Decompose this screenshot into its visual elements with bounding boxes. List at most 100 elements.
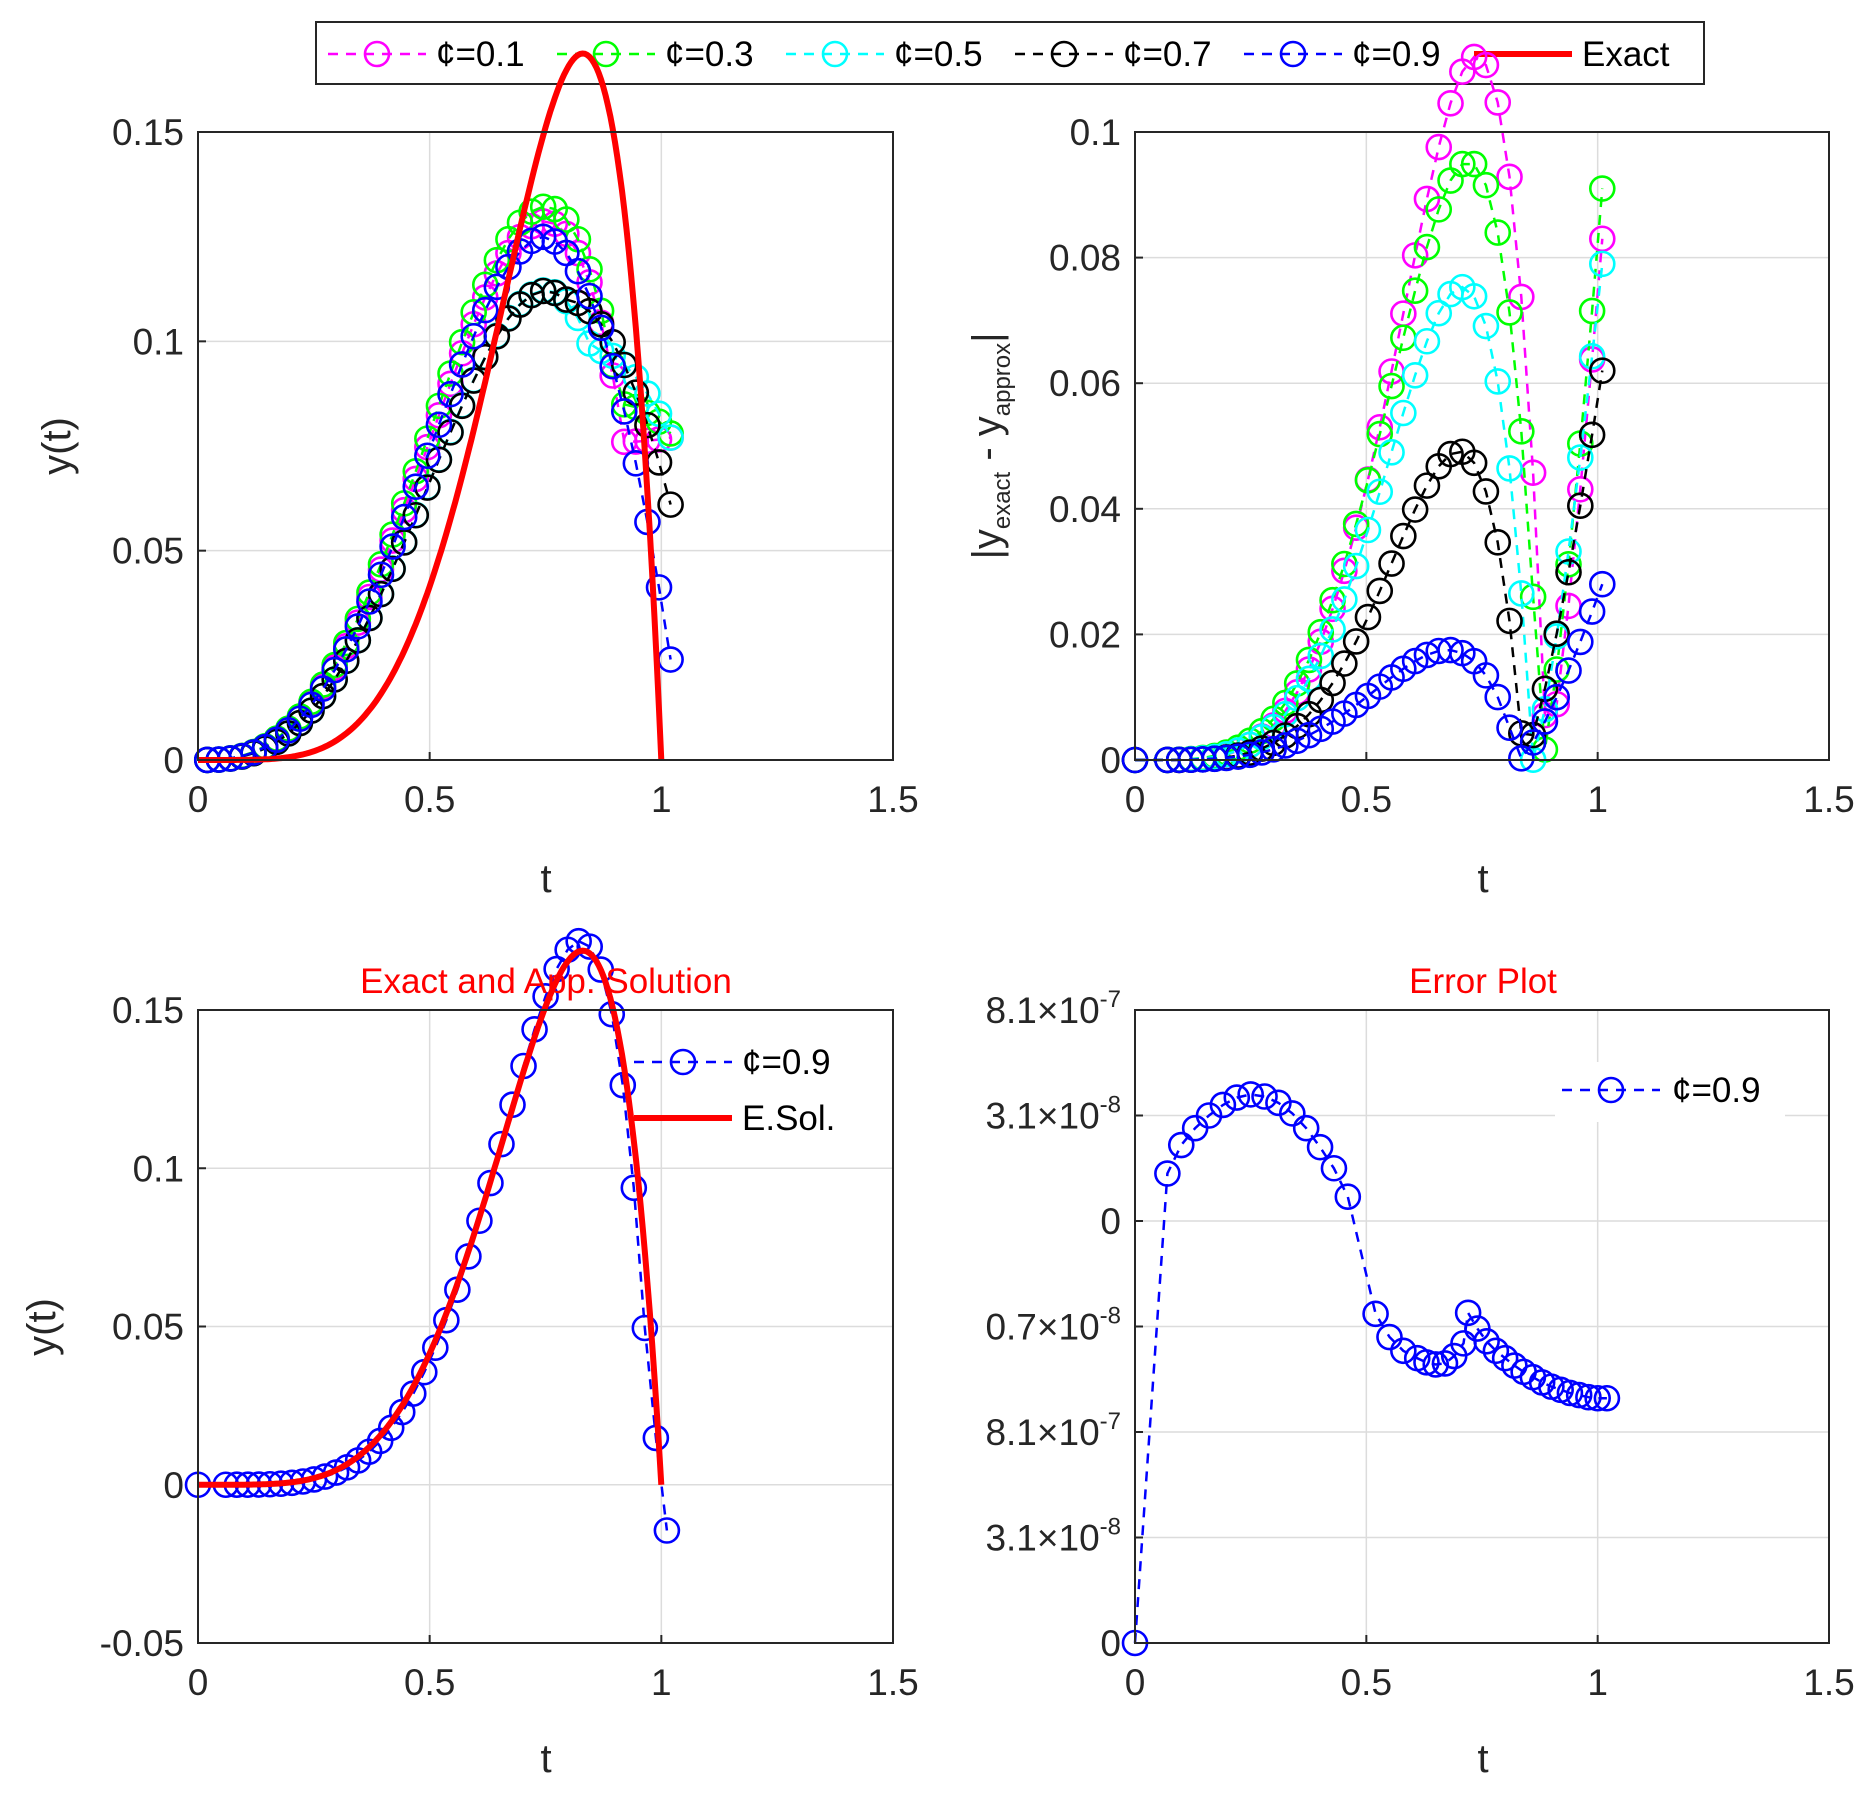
- exact-line: [198, 50, 665, 763]
- y-tick-label: 0.02: [1049, 614, 1121, 655]
- panel-exact-vs-approx-legend: ¢=0.9 E.Sol.: [634, 1043, 835, 1138]
- series-marker: [1543, 620, 1571, 648]
- legend-marker: [669, 1048, 697, 1076]
- series-marker: [1578, 421, 1606, 449]
- x-tick-label: 1.5: [1803, 779, 1854, 820]
- panel-error-plot: 0 0.5 1 1.5 0 3.1×10-8 8.1×10-7 0.7×10-8 0 3.1×10…: [985, 962, 1854, 1781]
- series-marker: [576, 282, 603, 310]
- approx-marker: [576, 933, 604, 960]
- error-marker: [1556, 1379, 1584, 1407]
- error-marker: [1223, 1084, 1251, 1111]
- series-marker: [448, 351, 476, 378]
- panel-error-plot-title: Error Plot: [1409, 962, 1557, 1001]
- legend-label: ¢=0.7: [1123, 35, 1212, 74]
- x-tick-label: 0: [1125, 1662, 1146, 1703]
- panel-solutions-ylabel: y(t): [35, 417, 79, 475]
- series-marker: [1319, 616, 1346, 643]
- y-tick-label: 0: [1100, 1201, 1121, 1242]
- panel-exact-vs-approx-ylabel: y(t): [20, 1298, 64, 1356]
- error-marker: [1390, 1337, 1417, 1365]
- panel-abs-error-ylabel: |yexact - yapprox|: [965, 332, 1016, 559]
- approx-marker: [653, 1517, 681, 1544]
- legend-label: ¢=0.5: [894, 35, 983, 74]
- series-marker: [1425, 299, 1453, 327]
- series-marker: [356, 588, 383, 615]
- series-marker: [1401, 496, 1429, 523]
- series-marker: [1519, 729, 1547, 756]
- y-tick-label: 3.1×10-8: [985, 1092, 1121, 1137]
- series-marker: [1437, 636, 1464, 664]
- series-marker: [1588, 250, 1616, 278]
- series-marker: [1413, 472, 1441, 499]
- series-marker: [1484, 368, 1512, 395]
- series-marker: [240, 739, 267, 766]
- panel-exact-vs-approx-xlabel: t: [540, 1737, 551, 1781]
- error-marker: [1167, 1131, 1195, 1159]
- y-tick-label: 0: [163, 740, 184, 781]
- error-marker: [1431, 1350, 1459, 1377]
- series-marker: [1307, 642, 1335, 670]
- error-marker: [1209, 1091, 1237, 1119]
- series-marker: [1472, 478, 1500, 505]
- series-marker: [1449, 150, 1476, 178]
- y-tick-label: 0.08: [1049, 238, 1121, 279]
- error-marker: [1279, 1100, 1306, 1127]
- series-marker: [1460, 150, 1488, 178]
- series-marker: [1484, 89, 1512, 116]
- series-marker: [610, 398, 638, 425]
- panel-abs-error: 0 0.5 1 1.5 0 0.02 0.04 0.06 0.08 0.1 t |yexact -…: [965, 43, 1855, 901]
- series-marker: [1588, 357, 1616, 384]
- y-tick-label: -0.05: [100, 1623, 184, 1664]
- y-tick-label: 0: [1100, 740, 1121, 781]
- y-tick-label: 0.15: [112, 112, 184, 153]
- series-marker: [1295, 646, 1323, 674]
- approx-marker: [631, 1314, 659, 1342]
- x-tick-label: 0.5: [404, 779, 455, 820]
- x-tick-label: 0: [188, 1662, 209, 1703]
- x-tick-label: 1.5: [867, 1662, 918, 1703]
- series-marker: [321, 656, 348, 684]
- series-line: [207, 220, 671, 762]
- y-tick-label: 0.05: [112, 1307, 184, 1348]
- series-marker: [402, 473, 430, 500]
- legend-marker: [1597, 1076, 1625, 1104]
- series-marker: [622, 379, 650, 406]
- series-marker: [1260, 736, 1287, 763]
- series-marker: [1555, 558, 1582, 586]
- series-marker: [1283, 727, 1311, 755]
- series-marker: [1378, 550, 1405, 577]
- legend-label: Exact: [1582, 35, 1670, 74]
- series-marker: [1531, 708, 1559, 735]
- x-tick-label: 0.5: [1341, 1662, 1392, 1703]
- series-marker: [576, 255, 603, 283]
- x-tick-label: 0.5: [404, 1662, 455, 1703]
- error-marker: [1584, 1384, 1611, 1412]
- legend-marker: [1050, 40, 1078, 68]
- series-marker: [1366, 577, 1394, 605]
- series-marker: [1401, 277, 1429, 305]
- x-tick-label: 0: [1125, 779, 1146, 820]
- y-tick-label: 0: [1100, 1623, 1121, 1664]
- series-marker: [390, 529, 418, 556]
- top-legend: ¢=0.1 ¢=0.3 ¢=0.5 ¢=0.7 ¢=0.9 Exact: [315, 21, 1705, 85]
- error-marker: [1422, 1351, 1450, 1378]
- error-marker: [1575, 1383, 1602, 1411]
- series-marker: [402, 501, 430, 529]
- series-marker: [390, 496, 418, 524]
- legend-label: ¢=0.3: [665, 35, 754, 74]
- series-marker: [1366, 420, 1394, 448]
- panel-error-plot-plot-area: [1121, 1081, 1621, 1657]
- exact-solution-line: [197, 947, 665, 1488]
- series-marker: [1354, 603, 1382, 631]
- legend-marker: [363, 40, 391, 68]
- series-marker: [1378, 372, 1405, 400]
- series-marker: [1390, 522, 1417, 550]
- series-marker: [1354, 516, 1382, 544]
- error-marker: [1334, 1183, 1362, 1211]
- error-marker: [1320, 1154, 1348, 1182]
- panel-solutions: 0 0.5 1 1.5 0 0.05 0.1 0.15 t y(t): [35, 50, 919, 901]
- approx-marker: [488, 1130, 515, 1158]
- legend-background: [1555, 1062, 1785, 1122]
- error-marker: [1491, 1344, 1519, 1372]
